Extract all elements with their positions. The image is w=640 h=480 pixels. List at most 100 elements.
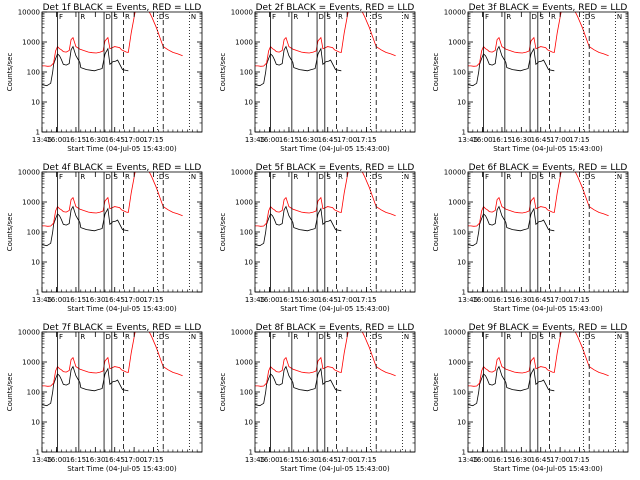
marker-label: R bbox=[551, 13, 556, 21]
y-tick-label: 10000 bbox=[444, 329, 466, 337]
y-tick-label: 1 bbox=[462, 449, 466, 457]
y-axis-label: Counts/sec bbox=[6, 373, 14, 412]
marker-label: R bbox=[551, 333, 556, 341]
y-tick-label: 1 bbox=[462, 289, 466, 297]
x-tick-label: 13:45 bbox=[32, 296, 52, 304]
x-tick-label: 17:00 bbox=[124, 136, 144, 144]
y-tick-label: 100 bbox=[453, 229, 466, 237]
marker-label: S bbox=[113, 13, 118, 21]
marker-label: R bbox=[80, 173, 85, 181]
y-tick-label: 10 bbox=[457, 259, 466, 267]
y-tick-label: 10 bbox=[457, 419, 466, 427]
x-axis-label: Start Time (04-Jul-05 15:43:00) bbox=[280, 305, 390, 313]
series-black-line bbox=[468, 45, 555, 87]
x-tick-label: 16:15 bbox=[66, 456, 86, 464]
marker-label: R bbox=[125, 13, 130, 21]
marker-label: D bbox=[372, 173, 377, 181]
x-tick-label: 16:00 bbox=[259, 456, 279, 464]
y-axis-label: Counts/sec bbox=[432, 373, 440, 412]
x-tick-label: 13:45 bbox=[32, 456, 52, 464]
x-tick-label: 16:45 bbox=[105, 136, 125, 144]
marker-label: N bbox=[617, 173, 622, 181]
x-tick-label: 16:30 bbox=[298, 296, 318, 304]
marker-label: F bbox=[59, 173, 63, 181]
x-tick-label: 16:15 bbox=[279, 456, 299, 464]
x-tick-label: 16:45 bbox=[318, 296, 338, 304]
series-red-line bbox=[42, 172, 183, 227]
marker-label: S bbox=[378, 173, 383, 181]
y-tick-label: 100 bbox=[240, 229, 253, 237]
x-tick-label: 13:45 bbox=[458, 296, 478, 304]
marker-label: D bbox=[532, 173, 537, 181]
marker-label: S bbox=[326, 173, 331, 181]
y-tick-label: 1000 bbox=[22, 199, 40, 207]
marker-label: F bbox=[272, 333, 276, 341]
x-axis-label: Start Time (04-Jul-05 15:43:00) bbox=[493, 465, 603, 473]
marker-label: F bbox=[59, 13, 63, 21]
marker-label: R bbox=[125, 173, 130, 181]
x-axis-label: Start Time (04-Jul-05 15:43:00) bbox=[280, 145, 390, 153]
y-tick-label: 100 bbox=[27, 229, 40, 237]
series-red-line bbox=[42, 332, 183, 387]
y-tick-label: 1000 bbox=[448, 199, 466, 207]
y-tick-label: 1000 bbox=[448, 359, 466, 367]
marker-label: N bbox=[404, 13, 409, 21]
y-axis-label: Counts/sec bbox=[6, 53, 14, 92]
y-tick-label: 100 bbox=[240, 69, 253, 77]
plot-frame bbox=[41, 171, 203, 293]
x-tick-label: 16:00 bbox=[46, 296, 66, 304]
panel-title: Det 3f BLACK = Events, RED = LLD bbox=[469, 3, 628, 13]
marker-label: S bbox=[326, 333, 331, 341]
marker-label: F bbox=[485, 13, 489, 21]
marker-label: D bbox=[159, 13, 164, 21]
x-tick-label: 13:45 bbox=[32, 136, 52, 144]
plot-frame bbox=[41, 11, 203, 133]
x-axis-label: Start Time (04-Jul-05 15:43:00) bbox=[493, 145, 603, 153]
y-tick-label: 100 bbox=[240, 389, 253, 397]
x-axis-label: Start Time (04-Jul-05 15:43:00) bbox=[280, 465, 390, 473]
y-tick-label: 10 bbox=[31, 419, 40, 427]
y-tick-label: 1 bbox=[462, 129, 466, 137]
x-tick-label: 16:45 bbox=[105, 456, 125, 464]
x-tick-label: 16:45 bbox=[318, 136, 338, 144]
series-black-line bbox=[42, 45, 129, 87]
marker-label: S bbox=[591, 13, 596, 21]
x-tick-label: 16:30 bbox=[511, 296, 531, 304]
series-black-line bbox=[42, 205, 129, 247]
x-tick-label: 17:15 bbox=[569, 296, 589, 304]
x-tick-label: 16:45 bbox=[318, 456, 338, 464]
marker-label: N bbox=[191, 333, 196, 341]
y-tick-label: 1 bbox=[249, 129, 253, 137]
x-tick-label: 17:15 bbox=[569, 136, 589, 144]
marker-label: R bbox=[293, 13, 298, 21]
panel-title: Det 2f BLACK = Events, RED = LLD bbox=[256, 3, 415, 13]
marker-label: S bbox=[326, 13, 331, 21]
x-tick-label: 17:15 bbox=[143, 136, 163, 144]
plot-frame bbox=[254, 11, 416, 133]
y-axis-label: Counts/sec bbox=[219, 213, 227, 252]
x-tick-label: 13:45 bbox=[458, 456, 478, 464]
marker-label: S bbox=[378, 13, 383, 21]
plot-frame bbox=[467, 331, 629, 453]
series-black-line bbox=[255, 365, 342, 407]
marker-label: S bbox=[539, 173, 544, 181]
marker-label: F bbox=[272, 173, 276, 181]
marker-label: N bbox=[404, 173, 409, 181]
x-tick-label: 17:15 bbox=[356, 296, 376, 304]
series-red-line bbox=[468, 332, 609, 387]
y-tick-label: 1 bbox=[36, 129, 40, 137]
x-tick-label: 17:15 bbox=[143, 456, 163, 464]
marker-label: S bbox=[591, 333, 596, 341]
x-tick-label: 17:00 bbox=[550, 136, 570, 144]
y-tick-label: 10 bbox=[244, 259, 253, 267]
x-tick-label: 16:15 bbox=[279, 296, 299, 304]
marker-label: D bbox=[319, 13, 324, 21]
x-tick-label: 13:45 bbox=[458, 136, 478, 144]
panel-title: Det 7f BLACK = Events, RED = LLD bbox=[43, 323, 202, 333]
x-tick-label: 13:45 bbox=[245, 296, 265, 304]
y-tick-label: 10000 bbox=[231, 9, 253, 17]
marker-label: D bbox=[372, 13, 377, 21]
